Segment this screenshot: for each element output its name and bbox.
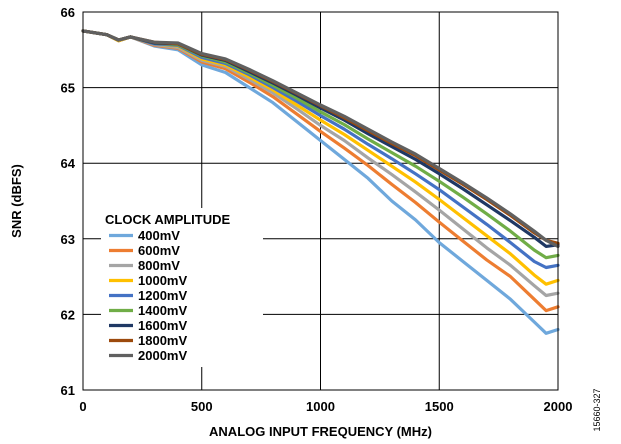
y-tick-label: 65 bbox=[61, 81, 75, 96]
series-group bbox=[81, 29, 560, 335]
y-tick-label: 62 bbox=[61, 307, 75, 322]
figure-id: 15660-327 bbox=[592, 388, 602, 431]
x-axis-title: ANALOG INPUT FREQUENCY (MHz) bbox=[209, 424, 432, 439]
legend-title: CLOCK AMPLITUDE bbox=[105, 212, 231, 227]
legend-label: 800mV bbox=[138, 258, 180, 273]
legend-label: 2000mV bbox=[138, 348, 187, 363]
legend-label: 1800mV bbox=[138, 333, 187, 348]
legend-label: 1400mV bbox=[138, 303, 187, 318]
y-tick-label: 63 bbox=[61, 232, 75, 247]
legend-label: 1600mV bbox=[138, 318, 187, 333]
y-tick-label: 61 bbox=[61, 383, 75, 398]
x-tick-label: 500 bbox=[191, 399, 213, 414]
x-tick-label: 2000 bbox=[544, 399, 573, 414]
legend-label: 400mV bbox=[138, 228, 180, 243]
y-axis-title: SNR (dBFS) bbox=[9, 164, 24, 238]
x-tick-label: 1500 bbox=[425, 399, 454, 414]
y-tick-label: 64 bbox=[61, 156, 76, 171]
legend-label: 600mV bbox=[138, 243, 180, 258]
x-tick-label: 0 bbox=[79, 399, 86, 414]
y-tick-labels: 61 62 63 64 65 66 bbox=[61, 5, 76, 398]
x-tick-label: 1000 bbox=[306, 399, 335, 414]
x-tick-labels: 0 500 1000 1500 2000 bbox=[79, 399, 572, 414]
plot-frame bbox=[82, 11, 559, 391]
legend-label: 1000mV bbox=[138, 273, 187, 288]
legend: CLOCK AMPLITUDE 400mV600mV800mV1000mV120… bbox=[101, 208, 263, 367]
y-tick-label: 66 bbox=[61, 5, 75, 20]
legend-label: 1200mV bbox=[138, 288, 187, 303]
series-line-2000mV bbox=[81, 29, 560, 248]
